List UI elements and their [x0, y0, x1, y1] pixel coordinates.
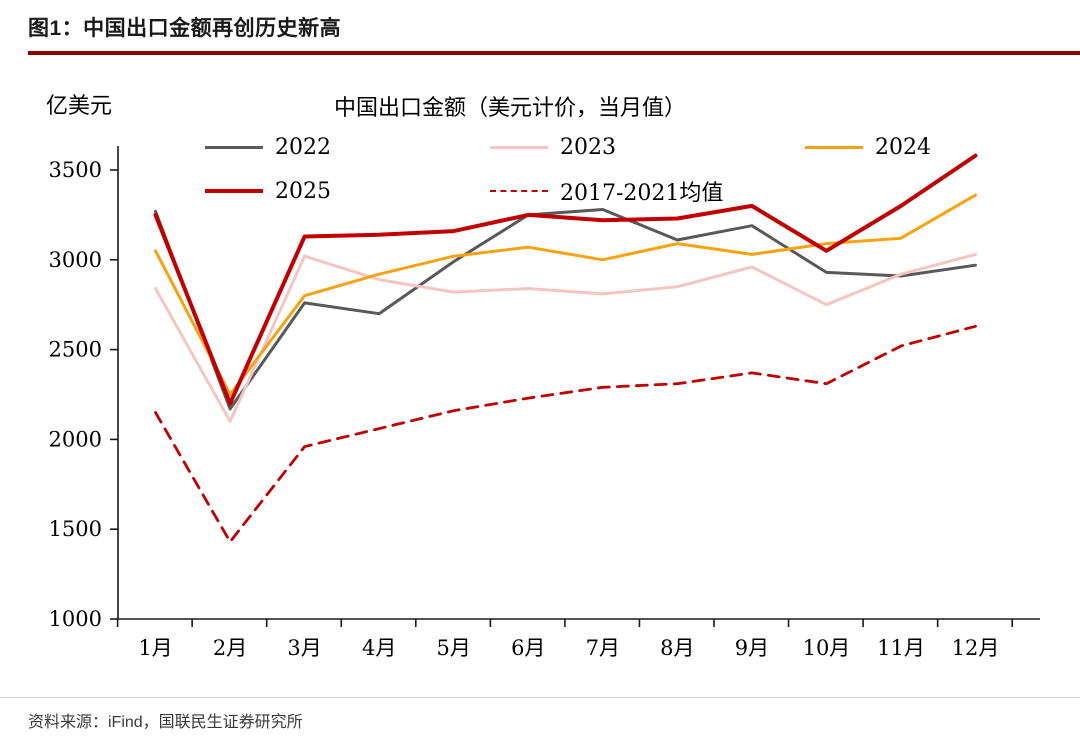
source-note: 资料来源：iFind，国联民生证券研究所: [28, 714, 303, 731]
x-axis-label: 11月: [877, 636, 925, 660]
y-axis-label: 3500: [49, 158, 102, 182]
x-axis-label: 12月: [952, 636, 1000, 660]
figure-title: 图1：中国出口金额再创历史新高: [28, 17, 342, 40]
series-line-2017-2021-: [154, 324, 977, 544]
legend-item-2022: 2022: [205, 134, 331, 160]
legend-label: 2017-2021均值: [560, 181, 724, 206]
figure-header: 图1：中国出口金额再创历史新高: [0, 0, 1080, 55]
y-axis-label: 2000: [49, 427, 102, 451]
y-axis-unit-label: 亿美元: [46, 94, 113, 119]
x-axis-label: 10月: [803, 636, 851, 660]
legend-line-swatch: [490, 145, 548, 149]
chart-title: 中国出口金额（美元计价，当月值）: [333, 96, 686, 121]
x-axis-label: 3月: [287, 636, 321, 660]
legend-item-2017-2021-: 2017-2021均值: [490, 178, 724, 206]
legend-label: 2025: [275, 178, 331, 204]
x-axis-label: 4月: [362, 636, 396, 660]
legend-line-swatch: [490, 190, 548, 192]
legend-label: 2023: [560, 134, 616, 160]
series-line-2024: [154, 193, 977, 396]
y-axis-label: 1500: [49, 517, 102, 541]
legend-label: 2024: [875, 134, 931, 160]
x-axis-label: 8月: [660, 636, 694, 660]
series-line-2023: [154, 252, 977, 423]
legend-line-swatch: [205, 145, 263, 149]
x-axis-label: 6月: [511, 636, 545, 660]
y-axis-label: 3000: [49, 248, 102, 272]
legend-line-swatch: [205, 189, 263, 193]
y-axis-label: 1000: [49, 607, 102, 631]
source-row: 资料来源：iFind，国联民生证券研究所: [0, 697, 1080, 738]
legend-item-2025: 2025: [205, 178, 331, 204]
x-axis-label: 5月: [437, 636, 471, 660]
x-axis-label: 1月: [138, 636, 172, 660]
x-axis-label: 9月: [735, 636, 769, 660]
legend-label: 2022: [275, 134, 331, 160]
series-line-2022: [154, 208, 977, 411]
axes: 1000 1500 2000 2500 3000 3500 1月 2月 3月 4月 5月 6月 7月 8月…: [49, 146, 1040, 660]
legend-line-swatch: [805, 145, 863, 149]
title-underline: [28, 51, 1080, 55]
y-axis-label: 2500: [49, 338, 102, 362]
legend-item-2024: 2024: [805, 134, 931, 160]
x-axis-label: 2月: [213, 636, 247, 660]
x-axis-label: 7月: [586, 636, 620, 660]
legend-item-2023: 2023: [490, 134, 616, 160]
